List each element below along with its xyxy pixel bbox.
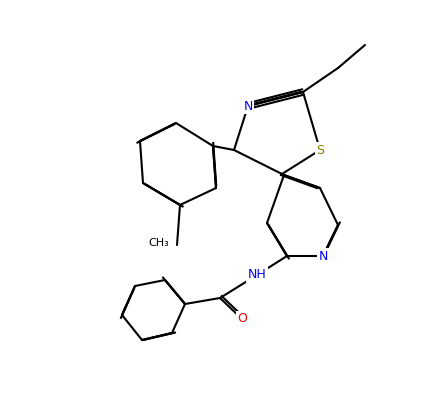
Text: CH₃: CH₃ <box>148 238 169 248</box>
Text: O: O <box>237 313 247 326</box>
Text: NH: NH <box>248 268 266 282</box>
Text: N: N <box>243 100 253 113</box>
Text: N: N <box>318 250 328 262</box>
Text: S: S <box>316 144 324 157</box>
